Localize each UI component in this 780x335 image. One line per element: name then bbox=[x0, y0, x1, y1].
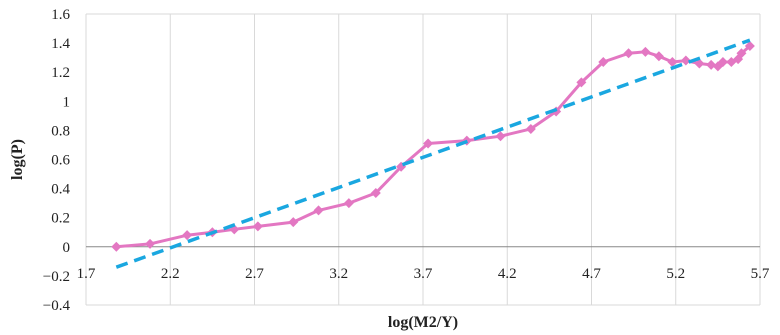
x-axis-title: log(M2/Y) bbox=[388, 314, 458, 331]
data-point-marker bbox=[717, 57, 728, 68]
series-layer bbox=[111, 38, 755, 269]
data-point-marker bbox=[598, 57, 609, 68]
data-point-marker bbox=[667, 57, 678, 68]
data-point-marker bbox=[111, 241, 122, 252]
y-tick-label: 0.4 bbox=[51, 182, 70, 198]
data-point-marker bbox=[252, 221, 263, 232]
data-point-marker bbox=[182, 230, 193, 241]
data-point-marker bbox=[680, 55, 691, 66]
y-tick-label: 1.4 bbox=[51, 36, 70, 52]
x-tick-label: 3.2 bbox=[329, 266, 348, 282]
data-point-marker bbox=[423, 138, 434, 149]
data-point-marker bbox=[145, 238, 156, 249]
y-tick-label: 0.8 bbox=[51, 123, 70, 139]
y-tick-label: 0.2 bbox=[51, 211, 70, 227]
data-point-marker bbox=[288, 217, 299, 228]
y-tick-label: 0.6 bbox=[51, 153, 70, 169]
x-tick-label: 1.7 bbox=[77, 266, 96, 282]
x-tick-label: 5.7 bbox=[751, 266, 770, 282]
data-point-marker bbox=[706, 59, 717, 70]
data-point-marker bbox=[623, 48, 634, 59]
x-tick-label: 2.2 bbox=[161, 266, 180, 282]
y-tick-label: −0.4 bbox=[43, 298, 71, 314]
trendline-series bbox=[115, 38, 751, 269]
y-axis-title: log(P) bbox=[9, 139, 26, 180]
data-point-marker bbox=[576, 77, 587, 88]
data-point-marker bbox=[525, 123, 536, 134]
y-tick-label: 1 bbox=[63, 94, 71, 110]
x-tick-label: 4.7 bbox=[582, 266, 601, 282]
y-tick-label: 0 bbox=[63, 240, 71, 256]
y-tick-label: 1.6 bbox=[51, 7, 70, 23]
grid-layer bbox=[85, 13, 761, 306]
data-point-marker bbox=[736, 48, 747, 59]
data-point-marker bbox=[744, 41, 755, 52]
y-tick-labels: −0.4 −0.2 0 0.2 0.4 0.6 0.8 1 1.2 1.4 1.6 bbox=[43, 7, 71, 314]
data-point-marker bbox=[313, 205, 324, 216]
data-point-marker bbox=[653, 51, 664, 62]
x-tick-label: 2.7 bbox=[245, 266, 264, 282]
data-point-marker bbox=[343, 198, 354, 209]
y-tick-label: −0.2 bbox=[43, 269, 70, 285]
data-series-line bbox=[116, 44, 751, 249]
x-tick-label: 4.2 bbox=[498, 266, 517, 282]
data-point-marker bbox=[370, 187, 381, 198]
y-tick-label: 1.2 bbox=[51, 65, 70, 81]
x-tick-label: 3.7 bbox=[414, 266, 433, 282]
x-tick-label: 5.2 bbox=[666, 266, 685, 282]
data-point-marker bbox=[640, 46, 651, 57]
data-point-marker bbox=[495, 131, 506, 142]
x-tick-labels: 1.7 2.2 2.7 3.2 3.7 4.2 4.7 5.2 5.7 bbox=[77, 266, 770, 282]
